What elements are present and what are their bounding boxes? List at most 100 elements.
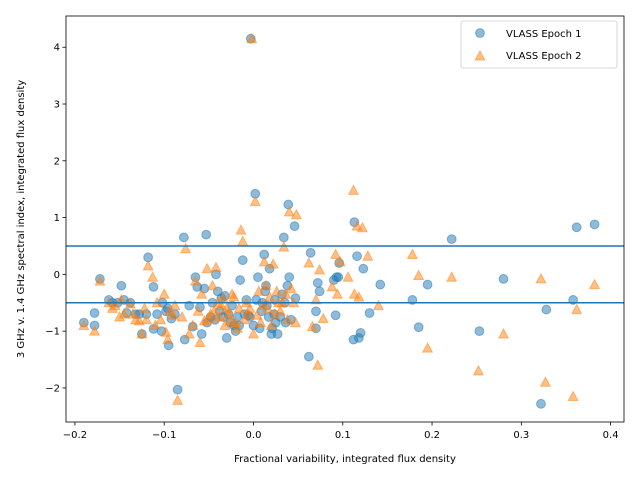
series-1-point-15: [140, 313, 152, 325]
series-1-point-103: [356, 221, 369, 233]
series-1-point-68: [256, 299, 269, 311]
series-0-point-93: [305, 247, 316, 258]
series-1-point-116: [588, 278, 601, 290]
series-1-point-30: [183, 327, 195, 339]
series-1-point-66: [253, 285, 265, 296]
series-1-point-45: [215, 299, 227, 311]
series-1-point-94: [326, 280, 338, 292]
series-0-point-107: [355, 327, 366, 338]
y-tick-label-2: 0: [54, 270, 60, 281]
series-1-point-0: [78, 319, 90, 330]
series-1-point-115: [571, 303, 583, 315]
series-0-point-2: [89, 308, 100, 318]
series-1-point-84: [285, 282, 297, 294]
series-1-point-58: [238, 313, 251, 325]
series-0-point-80: [272, 329, 283, 339]
y-tick-label-4: 2: [54, 156, 60, 167]
series-1-point-104: [362, 250, 374, 261]
series-1-point-107: [413, 269, 425, 280]
series-1-point-13: [136, 327, 148, 339]
series-1-point-96: [331, 288, 344, 299]
series-1-point-97: [334, 255, 346, 267]
legend-box: [460, 20, 618, 69]
series-1-point-20: [155, 313, 167, 325]
series-0-point-88: [284, 272, 295, 283]
series-0-point-47: [221, 333, 232, 343]
series-0-point-56: [237, 255, 248, 266]
legend-label-epoch2: VLASS Epoch 2: [506, 51, 582, 62]
series-1-point-72: [263, 291, 276, 302]
series-0-point-117: [536, 398, 546, 409]
series-0-point-110: [375, 279, 386, 290]
series-1-point-110: [472, 364, 485, 376]
series-1-point-109: [446, 271, 458, 282]
series-0-point-36: [201, 229, 212, 240]
series-1-point-31: [187, 319, 199, 330]
series-1-point-61: [244, 302, 256, 313]
points-layer: [78, 32, 601, 409]
series-0-point-97: [314, 286, 325, 297]
y-tick-label-0: −2: [45, 383, 60, 394]
series-1-point-8: [118, 308, 130, 319]
series-0-point-105: [352, 251, 362, 262]
x-tick-label-4: 0.2: [424, 430, 440, 441]
series-1-point-27: [171, 394, 184, 405]
series-1-point-18: [149, 319, 161, 330]
series-1-point-90: [310, 293, 322, 305]
series-0-point-116: [498, 274, 509, 284]
series-0-point-26: [172, 384, 183, 395]
series-0-point-27: [178, 232, 189, 243]
series-0-point-17: [148, 281, 159, 292]
series-1-point-88: [303, 256, 315, 268]
series-1-point-93: [317, 312, 329, 324]
series-1-point-21: [158, 288, 170, 299]
series-0-point-109: [364, 308, 375, 318]
series-1-point-102: [353, 291, 365, 302]
series-1-point-49: [222, 308, 235, 319]
y-axis-ticks: −2 −1 0 1 2 3 4: [45, 43, 66, 394]
series-1-point-82: [281, 313, 294, 325]
series-0-point-94: [311, 306, 321, 317]
series-1-point-98: [342, 271, 354, 282]
series-1-point-32: [189, 275, 202, 286]
series-1-point-22: [160, 326, 172, 337]
series-1-point-54: [231, 322, 244, 333]
series-0-point-113: [422, 279, 433, 290]
series-1-point-69: [258, 255, 270, 267]
series-0-point-96: [312, 277, 323, 288]
series-1-point-64: [249, 195, 261, 207]
series-0-point-83: [278, 232, 289, 243]
series-1-point-52: [228, 291, 240, 302]
series-0-point-101: [333, 272, 344, 283]
series-1-point-87: [290, 208, 302, 220]
legend-marker-epoch1: [475, 28, 485, 38]
x-tick-label-3: 0.1: [335, 430, 351, 441]
series-0-point-90: [289, 221, 300, 232]
x-tick-label-0: −0.2: [63, 430, 87, 441]
series-1-point-89: [306, 320, 319, 332]
y-tick-label-6: 4: [54, 43, 60, 54]
legend-marker-epoch2: [474, 49, 486, 61]
series-1-point-16: [142, 259, 154, 271]
series-1-point-1: [88, 325, 101, 336]
series-1-point-111: [497, 327, 510, 339]
series-1-point-5: [109, 299, 121, 311]
series-1-point-95: [329, 248, 342, 259]
series-1-point-35: [196, 288, 208, 299]
series-0-point-121: [589, 219, 600, 230]
legend: VLASS Epoch 1 VLASS Epoch 2: [460, 20, 618, 69]
x-axis-ticks: −0.2 −0.1 0.0 0.1 0.2 0.3 0.4: [63, 422, 619, 441]
series-1-point-33: [192, 305, 204, 316]
x-tick-label-6: 0.4: [603, 430, 619, 441]
series-0-point-120: [571, 222, 582, 233]
series-1-point-91: [312, 359, 324, 370]
reference-lines: [66, 245, 624, 304]
series-1-point-78: [274, 305, 286, 316]
series-1-point-112: [535, 272, 547, 284]
series-1-point-40: [206, 279, 219, 291]
series-1-point-76: [271, 285, 283, 296]
series-0-point-99: [330, 310, 341, 321]
series-1-point-105: [372, 299, 385, 311]
series-1-point-113: [539, 376, 552, 387]
series-1-point-2: [94, 275, 106, 286]
